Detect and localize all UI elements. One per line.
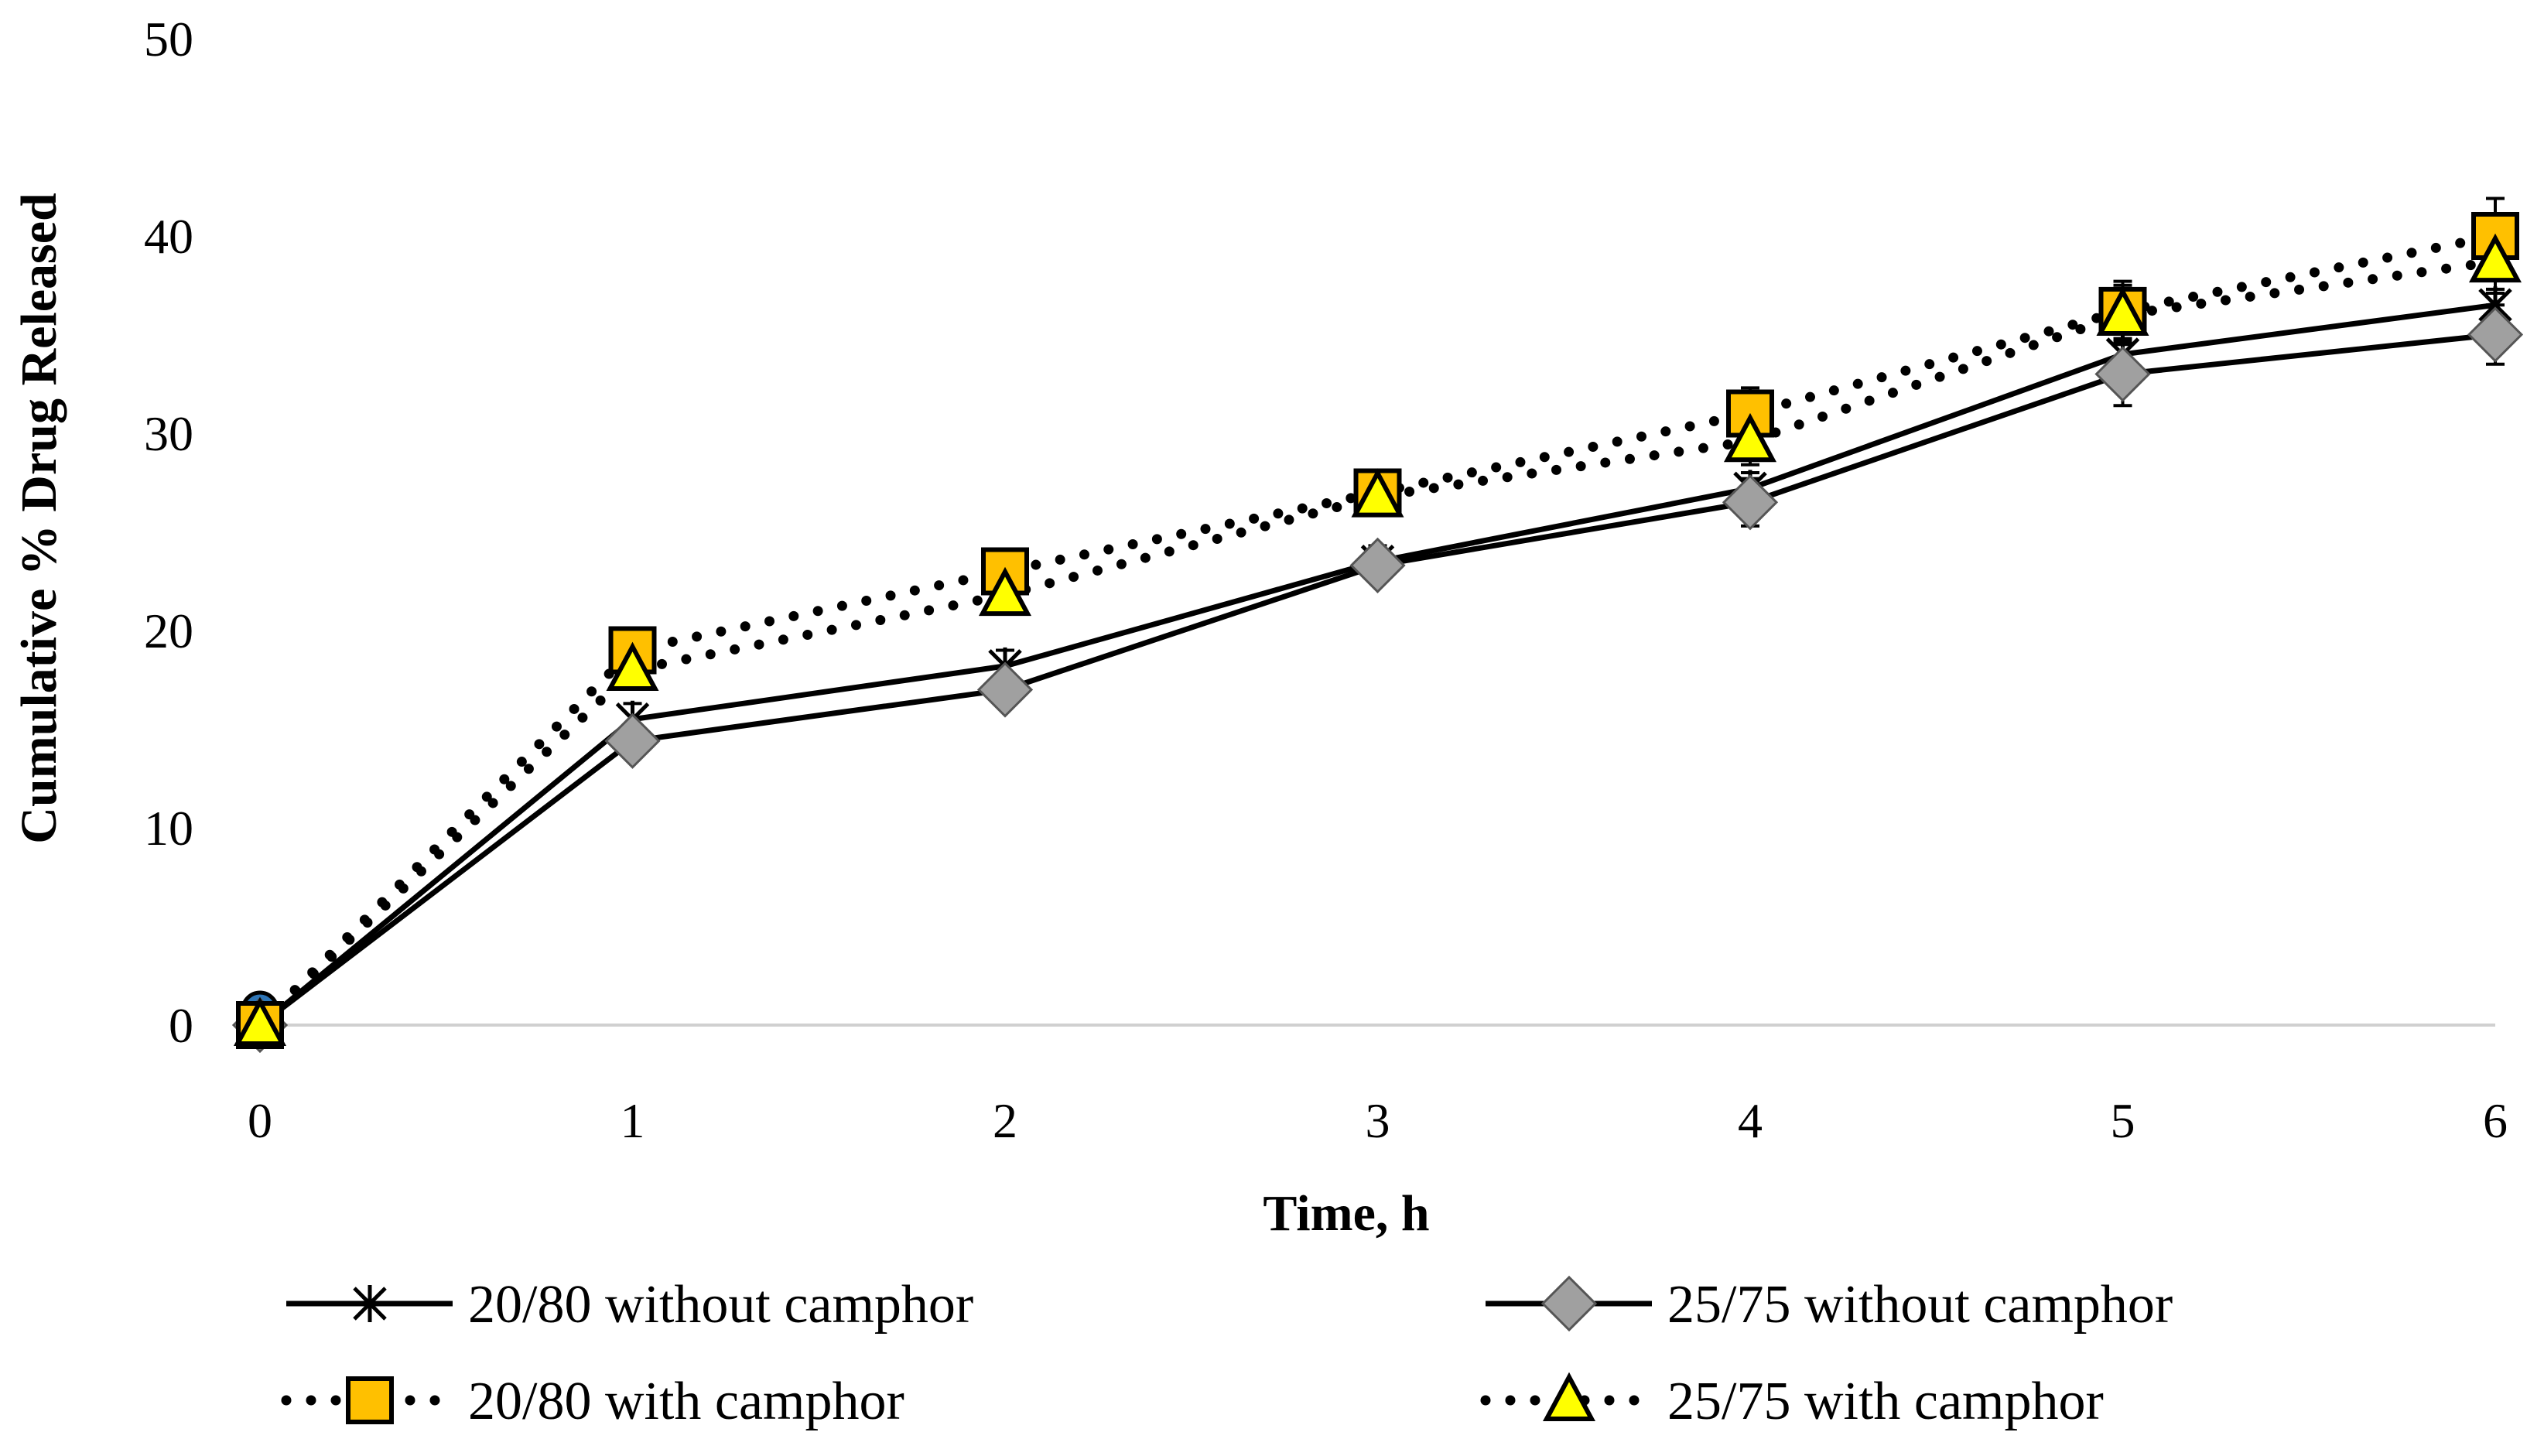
legend: 20/80 without camphor 25/75 without camph… — [281, 1275, 2173, 1431]
error-bars — [623, 197, 2505, 759]
x-axis-title: Time, h — [1263, 1185, 1429, 1242]
data-point — [606, 641, 659, 691]
legend-item: 25/75 without camphor — [1486, 1275, 2173, 1335]
series-line-3 — [255, 256, 2501, 1030]
data-point — [2467, 306, 2524, 363]
legend-marker — [1542, 1372, 1596, 1421]
x-tick-label: 2 — [993, 1093, 1017, 1148]
data-point — [978, 566, 1032, 617]
data-point — [1723, 412, 1777, 463]
y-tick-label: 10 — [144, 801, 193, 856]
y-tick-label: 30 — [144, 406, 193, 461]
legend-label: 20/80 with camphor — [468, 1372, 904, 1431]
legend-marker — [346, 1376, 394, 1424]
y-tick-label: 40 — [144, 209, 193, 264]
y-tick-label: 50 — [144, 12, 193, 67]
series-markers — [231, 212, 2524, 1054]
legend-marker — [353, 1285, 387, 1322]
series-line-0 — [258, 302, 2496, 1027]
series-line-2 — [255, 231, 2501, 1030]
y-tick-label: 20 — [144, 603, 193, 658]
legend-marker — [1540, 1275, 1598, 1332]
legend-item: 20/80 without camphor — [286, 1275, 973, 1335]
x-tick-label: 4 — [1738, 1093, 1763, 1148]
x-tick-label: 5 — [2111, 1093, 2135, 1148]
y-tick-label: 0 — [169, 998, 193, 1053]
x-axis-ticks: 0 1 2 3 4 5 6 — [248, 1093, 2508, 1148]
data-point — [233, 996, 287, 1046]
data-point — [976, 661, 1034, 718]
data-point — [2094, 346, 2151, 402]
x-tick-label: 1 — [621, 1093, 645, 1148]
legend-label: 20/80 without camphor — [468, 1275, 973, 1335]
legend-label: 25/75 without camphor — [1667, 1275, 2173, 1335]
data-point — [1351, 468, 1404, 518]
data-point — [1722, 474, 1779, 531]
data-point — [1349, 537, 1406, 593]
legend-label: 25/75 with camphor — [1667, 1372, 2104, 1431]
x-tick-label: 0 — [248, 1093, 272, 1148]
y-axis-ticks: 0 10 20 30 40 50 — [144, 12, 193, 1053]
data-point — [2096, 286, 2149, 336]
data-point — [2468, 233, 2522, 283]
legend-item: 20/80 with camphor — [281, 1372, 904, 1431]
series-lines — [255, 231, 2501, 1030]
x-tick-label: 3 — [1366, 1093, 1390, 1148]
data-point — [604, 713, 661, 769]
y-axis-title: Cumulative % Drug Released — [11, 193, 67, 843]
legend-item: 25/75 with camphor — [1480, 1372, 2104, 1431]
series-line-1 — [258, 332, 2496, 1027]
x-tick-label: 6 — [2483, 1093, 2508, 1148]
